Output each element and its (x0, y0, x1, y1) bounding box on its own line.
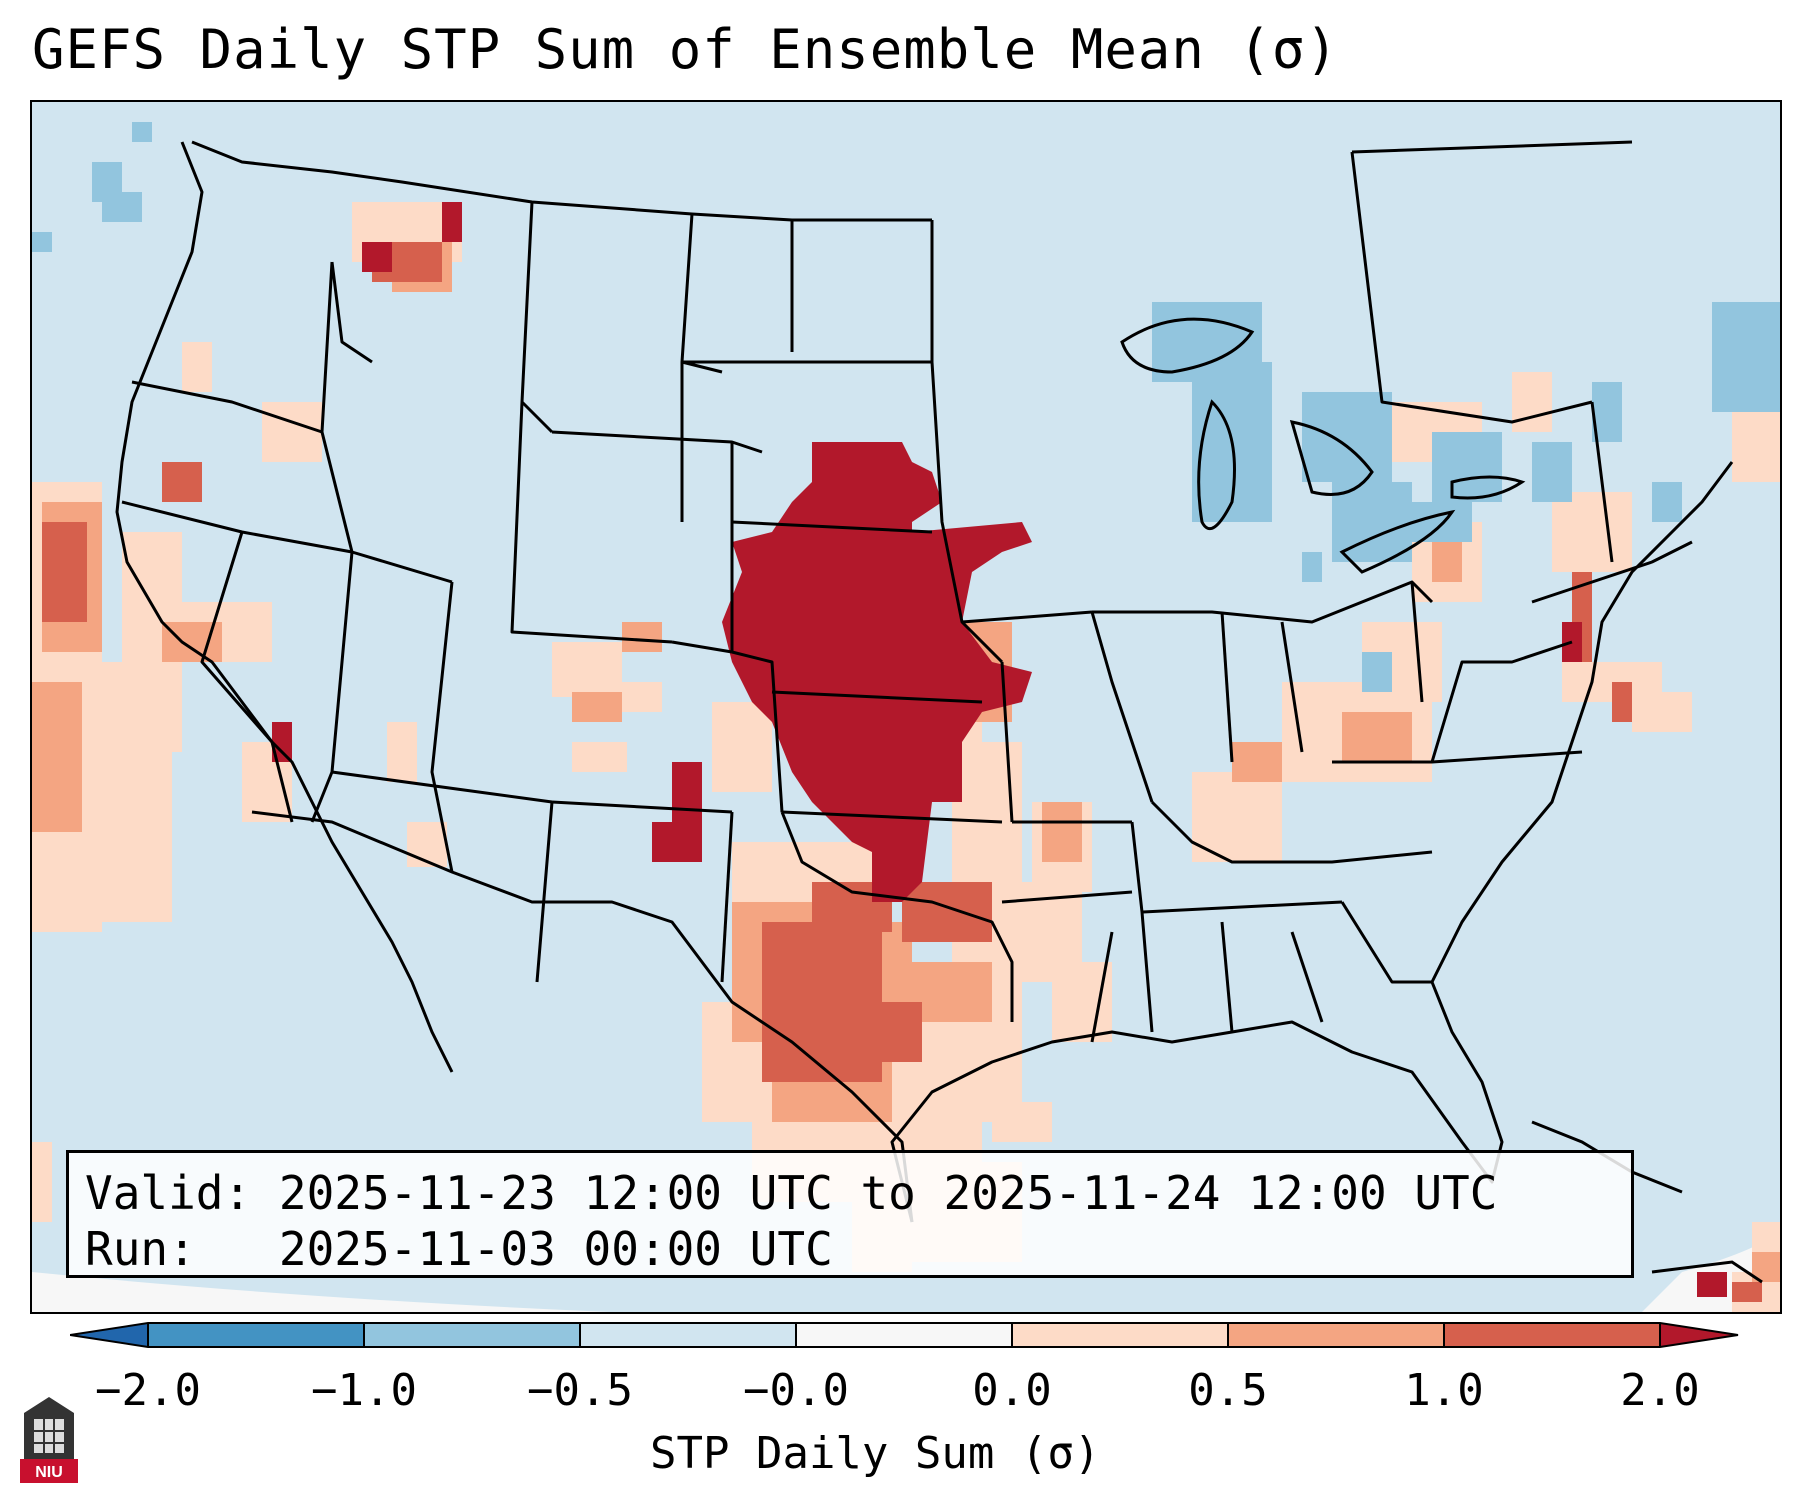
valid-value: 2025-11-23 12:00 UTC to 2025-11-24 12:00… (278, 1166, 1498, 1220)
lake-superior (1120, 317, 1255, 374)
colorbar-ticks (147, 1323, 1661, 1347)
mexico-border (251, 810, 914, 1223)
lake-ontario (1450, 475, 1526, 500)
niu-logo-banner (20, 1459, 78, 1483)
niu-logo: NIU (20, 1397, 78, 1483)
colorbar-bin (580, 1323, 796, 1347)
colorbar-tick-label: 0.5 (1188, 1365, 1268, 1416)
lake-michigan (1197, 399, 1236, 531)
colorbar-extend-high (1660, 1323, 1738, 1347)
map-canvas (32, 122, 1780, 1312)
colorbar-extend-low (70, 1323, 148, 1347)
stp-max-positive (272, 202, 1727, 1297)
colorbar-bin (148, 1323, 364, 1347)
colorbar-bin (1444, 1323, 1660, 1347)
state-borders (115, 140, 1734, 1223)
colorbar-tick-label: 1.0 (1404, 1365, 1484, 1416)
colorbar-bin (796, 1323, 1012, 1347)
gulf-atlantic-coast (890, 461, 1734, 1223)
map-title: GEFS Daily STP Sum of Ensemble Mean (σ) (32, 18, 1339, 81)
lake-huron (1289, 420, 1374, 496)
stp-strong-positive (42, 242, 1762, 1302)
map-panel (30, 100, 1782, 1314)
valid-label: Valid: (85, 1166, 252, 1220)
colorbar (70, 1322, 1739, 1348)
valid-run-info-box: Valid: 2025-11-23 12:00 UTC to 2025-11-2… (66, 1150, 1634, 1278)
great-lakes (1120, 317, 1526, 574)
colorbar-bin (1228, 1323, 1444, 1347)
colorbar-label: STP Daily Sum (σ) (650, 1428, 1101, 1479)
colorbar-tick-label: −1.0 (311, 1365, 417, 1416)
niu-logo-window (34, 1419, 64, 1453)
projection-edge-left (32, 1272, 610, 1312)
colorbar-tick-label: 2.0 (1620, 1365, 1700, 1416)
colorbar-tick-label: 0.0 (972, 1365, 1052, 1416)
canada-border (191, 140, 932, 222)
colorbar-tick-label: −0.0 (743, 1365, 849, 1416)
colorbar-tick-label: −2.0 (95, 1365, 201, 1416)
colorbar-tick-label: −0.5 (527, 1365, 633, 1416)
run-value: 2025-11-03 00:00 UTC (278, 1222, 833, 1276)
niu-logo-grid (34, 1419, 64, 1453)
niu-logo-text: NIU (35, 1464, 63, 1481)
run-label: Run: (85, 1222, 196, 1276)
stp-negative (32, 122, 1780, 692)
colorbar-bin (364, 1323, 580, 1347)
colorbar-bin (1012, 1323, 1228, 1347)
lake-erie (1339, 509, 1456, 574)
stp-field (32, 122, 1780, 1312)
pacific-coast (115, 141, 454, 1073)
